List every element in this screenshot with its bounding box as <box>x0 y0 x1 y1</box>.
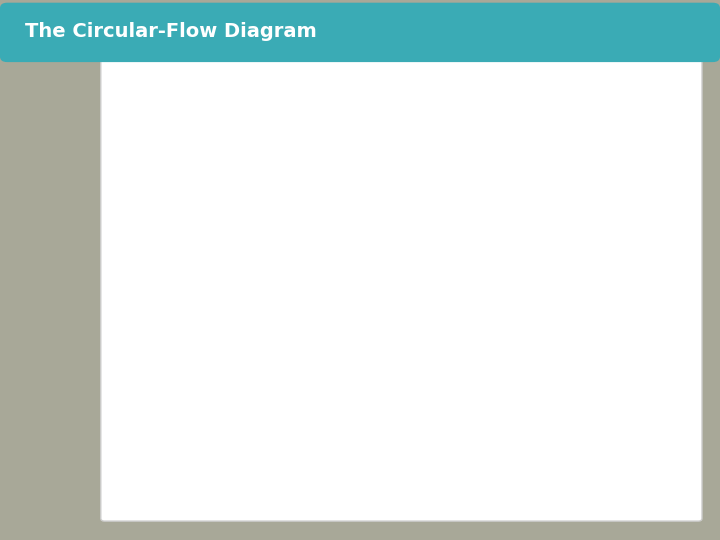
Text: The Circular-Flow Diagram: The Circular-Flow Diagram <box>25 22 317 41</box>
Text: Income: Income <box>508 437 542 447</box>
Text: goods and services: goods and services <box>498 262 585 271</box>
Text: of production: of production <box>148 294 208 303</box>
FancyBboxPatch shape <box>112 224 245 338</box>
Circle shape <box>277 324 443 448</box>
Text: GOODS AND SERVICES: GOODS AND SERVICES <box>298 146 422 156</box>
Circle shape <box>277 89 443 213</box>
Text: = Flow of inputs
  and outputs: = Flow of inputs and outputs <box>493 468 564 488</box>
Text: •Households sell: •Households sell <box>319 397 401 407</box>
Text: FOR: FOR <box>348 365 372 375</box>
Text: Revenue: Revenue <box>206 57 248 66</box>
Text: HOUSEHOLDS: HOUSEHOLDS <box>501 231 582 241</box>
Text: FOR: FOR <box>348 130 372 140</box>
Text: Factors of
production: Factors of production <box>187 346 238 365</box>
Text: MARKETS: MARKETS <box>333 349 387 359</box>
Text: Labor, land,
and capital: Labor, land, and capital <box>483 348 539 368</box>
Text: •Firms sell: •Firms sell <box>334 163 386 172</box>
Text: •Hire and use factors: •Hire and use factors <box>130 278 227 287</box>
Text: •Own and sell factors: •Own and sell factors <box>493 278 590 287</box>
Text: Goods and
services
bought: Goods and services bought <box>554 136 605 166</box>
Text: = Flow of dollars: = Flow of dollars <box>493 492 565 501</box>
Text: goods and services: goods and services <box>135 262 222 271</box>
Text: •Firms buy: •Firms buy <box>333 414 387 423</box>
Text: •Households buy: •Households buy <box>318 179 402 188</box>
Text: FACTORS OF PRODUCTION: FACTORS OF PRODUCTION <box>288 381 432 391</box>
Text: FIRMS: FIRMS <box>160 231 197 241</box>
Text: •Buy and consume: •Buy and consume <box>499 246 585 255</box>
FancyBboxPatch shape <box>475 224 608 338</box>
Text: Wages, rent,
and profit: Wages, rent, and profit <box>120 446 180 465</box>
Text: of production: of production <box>512 294 572 303</box>
Text: Goods
and services
sold: Goods and services sold <box>110 136 171 166</box>
Text: •Produce and sell: •Produce and sell <box>138 246 218 255</box>
Text: MARKETS: MARKETS <box>333 114 387 124</box>
Text: Spending: Spending <box>471 57 516 66</box>
